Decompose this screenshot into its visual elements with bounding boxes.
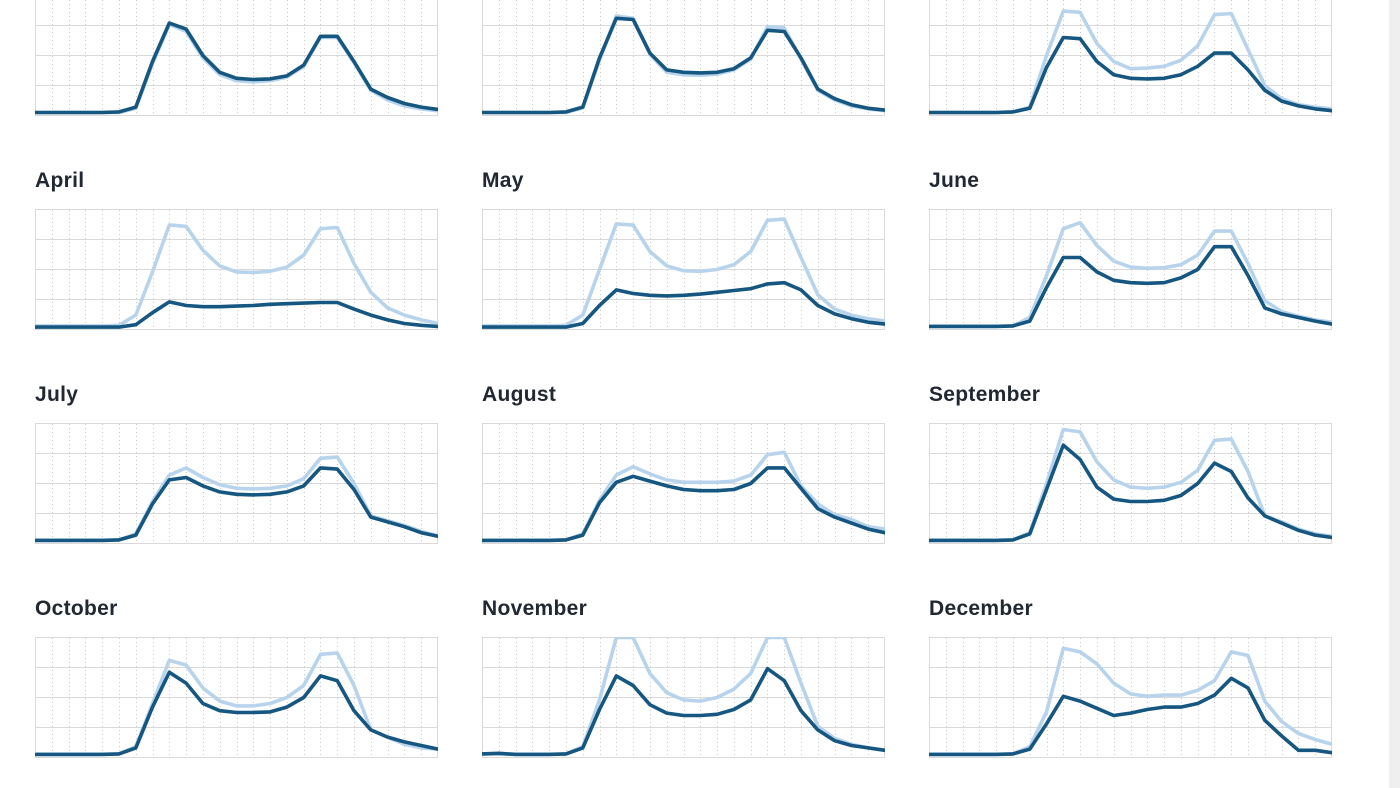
month-chart-cell xyxy=(929,0,1332,116)
dark-blue-series-line xyxy=(35,466,438,543)
hourly-line-chart xyxy=(929,423,1332,544)
month-label: May xyxy=(482,169,524,192)
month-label: June xyxy=(929,169,980,192)
chart-frame xyxy=(35,0,438,116)
dark-blue-series-line xyxy=(482,466,885,543)
hourly-line-chart xyxy=(482,637,885,758)
month-chart-cell: July xyxy=(35,382,438,544)
dark-blue-series-line xyxy=(929,244,1332,329)
hourly-line-chart xyxy=(482,0,885,116)
month-chart-cell: June xyxy=(929,168,1332,330)
month-label: April xyxy=(35,169,85,192)
hourly-line-chart xyxy=(482,423,885,544)
month-chart-cell: August xyxy=(482,382,885,544)
month-label: September xyxy=(929,383,1041,406)
light-blue-series-line xyxy=(35,651,438,756)
hourly-line-chart xyxy=(929,637,1332,758)
dark-blue-series-line xyxy=(35,21,438,115)
month-label: December xyxy=(929,597,1033,620)
hourly-line-chart xyxy=(35,637,438,758)
month-chart-cell xyxy=(35,0,438,116)
dark-blue-series-line xyxy=(482,16,885,115)
dark-blue-series-line xyxy=(929,676,1332,757)
right-gutter xyxy=(1389,0,1400,788)
hourly-line-chart xyxy=(929,0,1332,116)
chart-frame xyxy=(35,423,438,544)
hourly-line-chart xyxy=(35,209,438,330)
month-chart-cell: May xyxy=(482,168,885,330)
hourly-line-chart xyxy=(929,209,1332,330)
hourly-line-chart xyxy=(35,0,438,116)
month-chart-cell: December xyxy=(929,596,1332,758)
light-blue-series-line xyxy=(929,646,1332,756)
light-blue-series-line xyxy=(35,22,438,115)
dark-blue-series-line xyxy=(929,35,1332,115)
light-blue-series-line xyxy=(482,14,885,115)
light-blue-series-line xyxy=(35,223,438,328)
month-chart-cell: October xyxy=(35,596,438,758)
month-label: November xyxy=(482,597,588,620)
chart-frame xyxy=(482,209,885,330)
chart-frame xyxy=(482,423,885,544)
small-multiples-grid: April May June July August September October No… xyxy=(35,0,1332,758)
month-chart-cell xyxy=(482,0,885,116)
dark-blue-series-line xyxy=(482,280,885,329)
light-blue-series-line xyxy=(482,450,885,542)
hourly-line-chart xyxy=(482,209,885,330)
chart-frame xyxy=(482,637,885,758)
light-blue-series-line xyxy=(929,427,1332,542)
chart-frame xyxy=(929,209,1332,330)
chart-frame xyxy=(929,637,1332,758)
chart-frame xyxy=(35,209,438,330)
light-blue-series-line xyxy=(35,455,438,542)
chart-frame xyxy=(929,423,1332,544)
dark-blue-series-line xyxy=(929,443,1332,543)
chart-frame xyxy=(482,0,885,116)
month-chart-cell: April xyxy=(35,168,438,330)
month-label: October xyxy=(35,597,118,620)
month-chart-cell: September xyxy=(929,382,1332,544)
dark-blue-series-line xyxy=(35,670,438,757)
chart-frame xyxy=(929,0,1332,116)
dark-blue-series-line xyxy=(482,666,885,757)
month-label: July xyxy=(35,383,79,406)
chart-frame xyxy=(35,637,438,758)
dark-blue-series-line xyxy=(35,300,438,329)
month-chart-cell: November xyxy=(482,596,885,758)
light-blue-series-line xyxy=(929,9,1332,115)
light-blue-series-line xyxy=(482,637,885,756)
hourly-line-chart xyxy=(35,423,438,544)
month-label: August xyxy=(482,383,557,406)
